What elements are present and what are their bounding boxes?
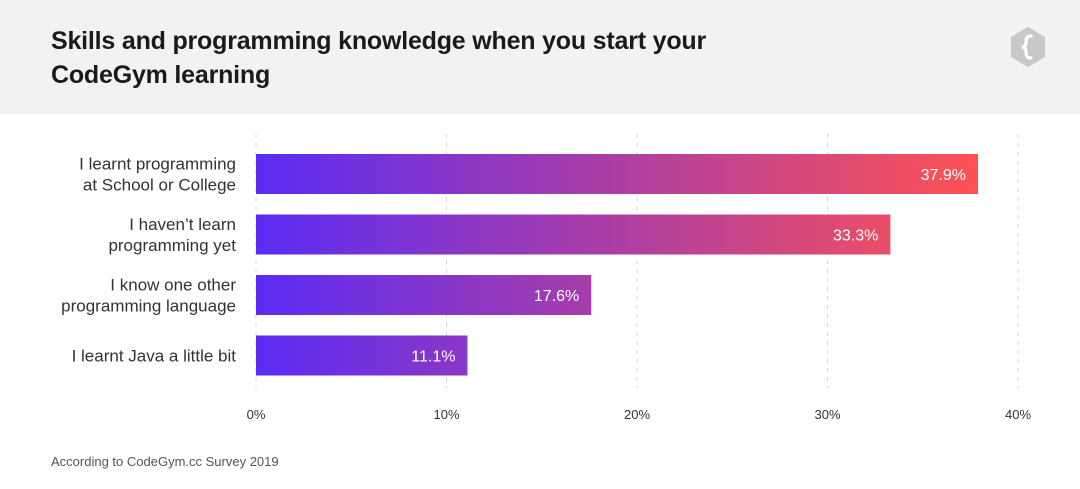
gridlines (255, 134, 1019, 388)
x-tick-label: 0% (247, 407, 266, 422)
category-label: at School or College (83, 176, 236, 195)
data-label: 11.1% (411, 349, 455, 366)
data-label: 17.6% (534, 288, 579, 305)
category-label: programming language (61, 297, 236, 316)
category-label: I learnt Java a little bit (72, 347, 237, 366)
category-label: I know one other (110, 276, 236, 295)
chart-title: Skills and programming knowledge when yo… (51, 27, 706, 89)
data-label: 33.3% (833, 228, 878, 245)
x-tick-label: 10% (433, 407, 459, 422)
category-label: I learnt programming (79, 155, 236, 174)
category-label: programming yet (108, 236, 236, 255)
category-label: I haven’t learn (129, 215, 236, 234)
bar-chart: 0% 10% 20% 30% 40% 37.9% I learnt programming a… (61, 134, 1031, 423)
labels: 0% 10% 20% 30% 40% 37.9% I learnt programming a… (61, 155, 1031, 423)
x-tick-label: 40% (1005, 407, 1031, 422)
x-tick-label: 30% (814, 407, 840, 422)
bars (256, 154, 978, 376)
x-tick-label: 20% (624, 407, 650, 422)
source-note: According to CodeGym.cc Survey 2019 (51, 454, 279, 469)
data-label: 37.9% (921, 167, 966, 184)
codegym-brace-logo-icon (1011, 27, 1045, 67)
bar (256, 154, 978, 194)
bar (256, 214, 891, 255)
header: Skills and programming knowledge when yo… (0, 0, 1080, 114)
bar (256, 335, 468, 376)
bar (256, 275, 592, 315)
